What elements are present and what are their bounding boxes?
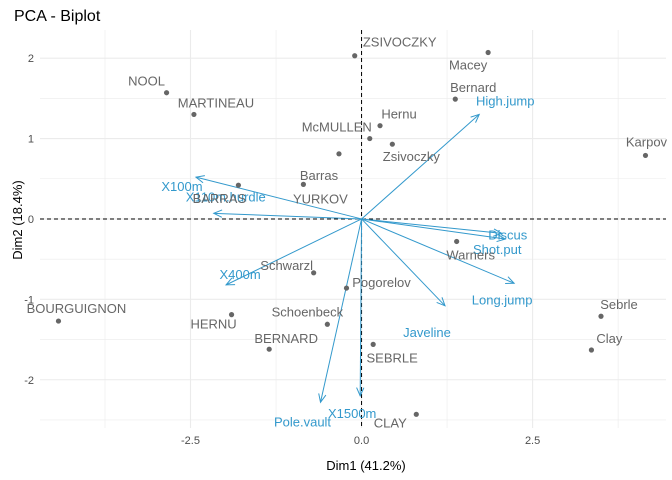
variable-label: Discus bbox=[488, 227, 528, 242]
x-axis-title: Dim1 (41.2%) bbox=[326, 458, 405, 473]
individual-point bbox=[228, 312, 235, 318]
variable-arrow bbox=[361, 218, 515, 284]
x-tick-label: -2.5 bbox=[181, 435, 200, 447]
variable-arrow bbox=[361, 218, 446, 307]
individual-label: Macey bbox=[449, 58, 488, 73]
individual-label: CLAY bbox=[374, 415, 407, 430]
individual-point bbox=[367, 135, 373, 142]
individual-label: BARRAS bbox=[193, 191, 247, 206]
individual-label: Karpov bbox=[626, 134, 668, 149]
variable-label: Javeline bbox=[403, 325, 451, 340]
variable-arrow-head bbox=[318, 393, 327, 404]
individual-label: Warners bbox=[446, 247, 495, 262]
individual-point bbox=[300, 181, 306, 187]
individual-label: MARTINEAU bbox=[178, 95, 254, 110]
individual-point bbox=[598, 313, 604, 319]
variable-arrow-head bbox=[505, 276, 516, 284]
individual-label: NOOL bbox=[128, 74, 165, 89]
variable-arrow-head bbox=[493, 228, 504, 237]
individual-point bbox=[413, 411, 419, 417]
variable-arrow bbox=[213, 212, 362, 220]
y-tick-label: 2 bbox=[28, 53, 34, 65]
variable-label: Long.jump bbox=[472, 292, 533, 307]
variable-arrow-head bbox=[212, 209, 223, 218]
individual-label: Clay bbox=[596, 331, 623, 346]
y-tick-label: 1 bbox=[28, 134, 34, 146]
individual-points bbox=[55, 49, 649, 417]
individual-label: Zsivoczky bbox=[383, 149, 441, 164]
individual-label: ZSIVOCZKY bbox=[363, 35, 437, 50]
individual-point bbox=[311, 270, 317, 276]
individual-point bbox=[266, 346, 272, 352]
variable-arrow bbox=[359, 218, 363, 396]
variable-arrow-head bbox=[356, 387, 365, 398]
variable-arrow-head bbox=[194, 175, 205, 184]
individual-point bbox=[191, 111, 197, 118]
variable-arrow-head bbox=[496, 233, 507, 243]
individual-label: Schoenbeck bbox=[272, 304, 344, 319]
individual-label: Bernard bbox=[450, 80, 496, 95]
chart-title: PCA - Biplot bbox=[14, 8, 101, 25]
individual-label: HERNU bbox=[190, 317, 236, 332]
axis-ticks: -2.5 0.0 2.5 -2 -1 0 1 2 bbox=[24, 53, 540, 447]
individual-point bbox=[163, 90, 170, 96]
individual-label: Sebrle bbox=[600, 297, 638, 312]
individual-point bbox=[485, 49, 491, 56]
individual-point bbox=[454, 238, 460, 245]
variable-arrow bbox=[195, 176, 362, 220]
variable-label: X1500m bbox=[328, 406, 376, 421]
variable-arrow bbox=[361, 218, 506, 240]
variable-label: Shot.put bbox=[473, 242, 522, 257]
variable-arrows bbox=[194, 113, 516, 404]
x-tick-label: 0.0 bbox=[354, 435, 369, 447]
individual-point bbox=[389, 141, 395, 147]
individual-label: Barras bbox=[300, 168, 339, 183]
individual-point bbox=[377, 123, 383, 129]
individual-point bbox=[588, 347, 595, 353]
variable-arrow-head bbox=[470, 113, 481, 123]
individual-label: BERNARD bbox=[254, 331, 318, 346]
individual-point bbox=[324, 321, 330, 327]
y-tick-label: -2 bbox=[24, 375, 34, 387]
variable-label: High.jump bbox=[476, 93, 535, 108]
individual-label: SEBRLE bbox=[367, 350, 419, 365]
individual-label: YURKOV bbox=[293, 191, 348, 206]
variable-label: X400m bbox=[219, 267, 260, 282]
grid bbox=[40, 30, 666, 428]
individual-point bbox=[343, 285, 350, 291]
y-tick-label: -1 bbox=[24, 294, 34, 306]
individual-point bbox=[352, 53, 358, 59]
variable-arrow bbox=[361, 114, 480, 220]
variable-arrow-head bbox=[224, 277, 236, 286]
variable-arrow bbox=[361, 218, 502, 234]
individual-label: Schwarzl bbox=[260, 258, 313, 273]
variable-arrow bbox=[225, 218, 362, 286]
individual-label: BOURGUIGNON bbox=[27, 301, 127, 316]
variable-label: Pole.vault bbox=[274, 414, 331, 429]
individual-point bbox=[336, 151, 342, 157]
individual-point bbox=[642, 152, 649, 159]
individual-label: Hernu bbox=[381, 107, 416, 122]
individual-point bbox=[452, 96, 458, 102]
x-tick-label: 2.5 bbox=[525, 435, 540, 447]
individual-label: McMULLEN bbox=[302, 120, 372, 135]
individual-point bbox=[235, 182, 242, 188]
variable-arrow bbox=[320, 218, 363, 403]
individual-label: Pogorelov bbox=[352, 275, 411, 290]
variable-arrow-head bbox=[436, 297, 446, 307]
variable-label: X100m bbox=[161, 179, 202, 194]
variable-label: X110m.hurdle bbox=[186, 189, 266, 204]
reference-lines bbox=[40, 30, 666, 428]
individual-point bbox=[370, 341, 376, 347]
individual-point bbox=[55, 318, 62, 324]
y-tick-label: 0 bbox=[28, 214, 34, 226]
y-axis-title: Dim2 (18.4%) bbox=[10, 180, 25, 259]
